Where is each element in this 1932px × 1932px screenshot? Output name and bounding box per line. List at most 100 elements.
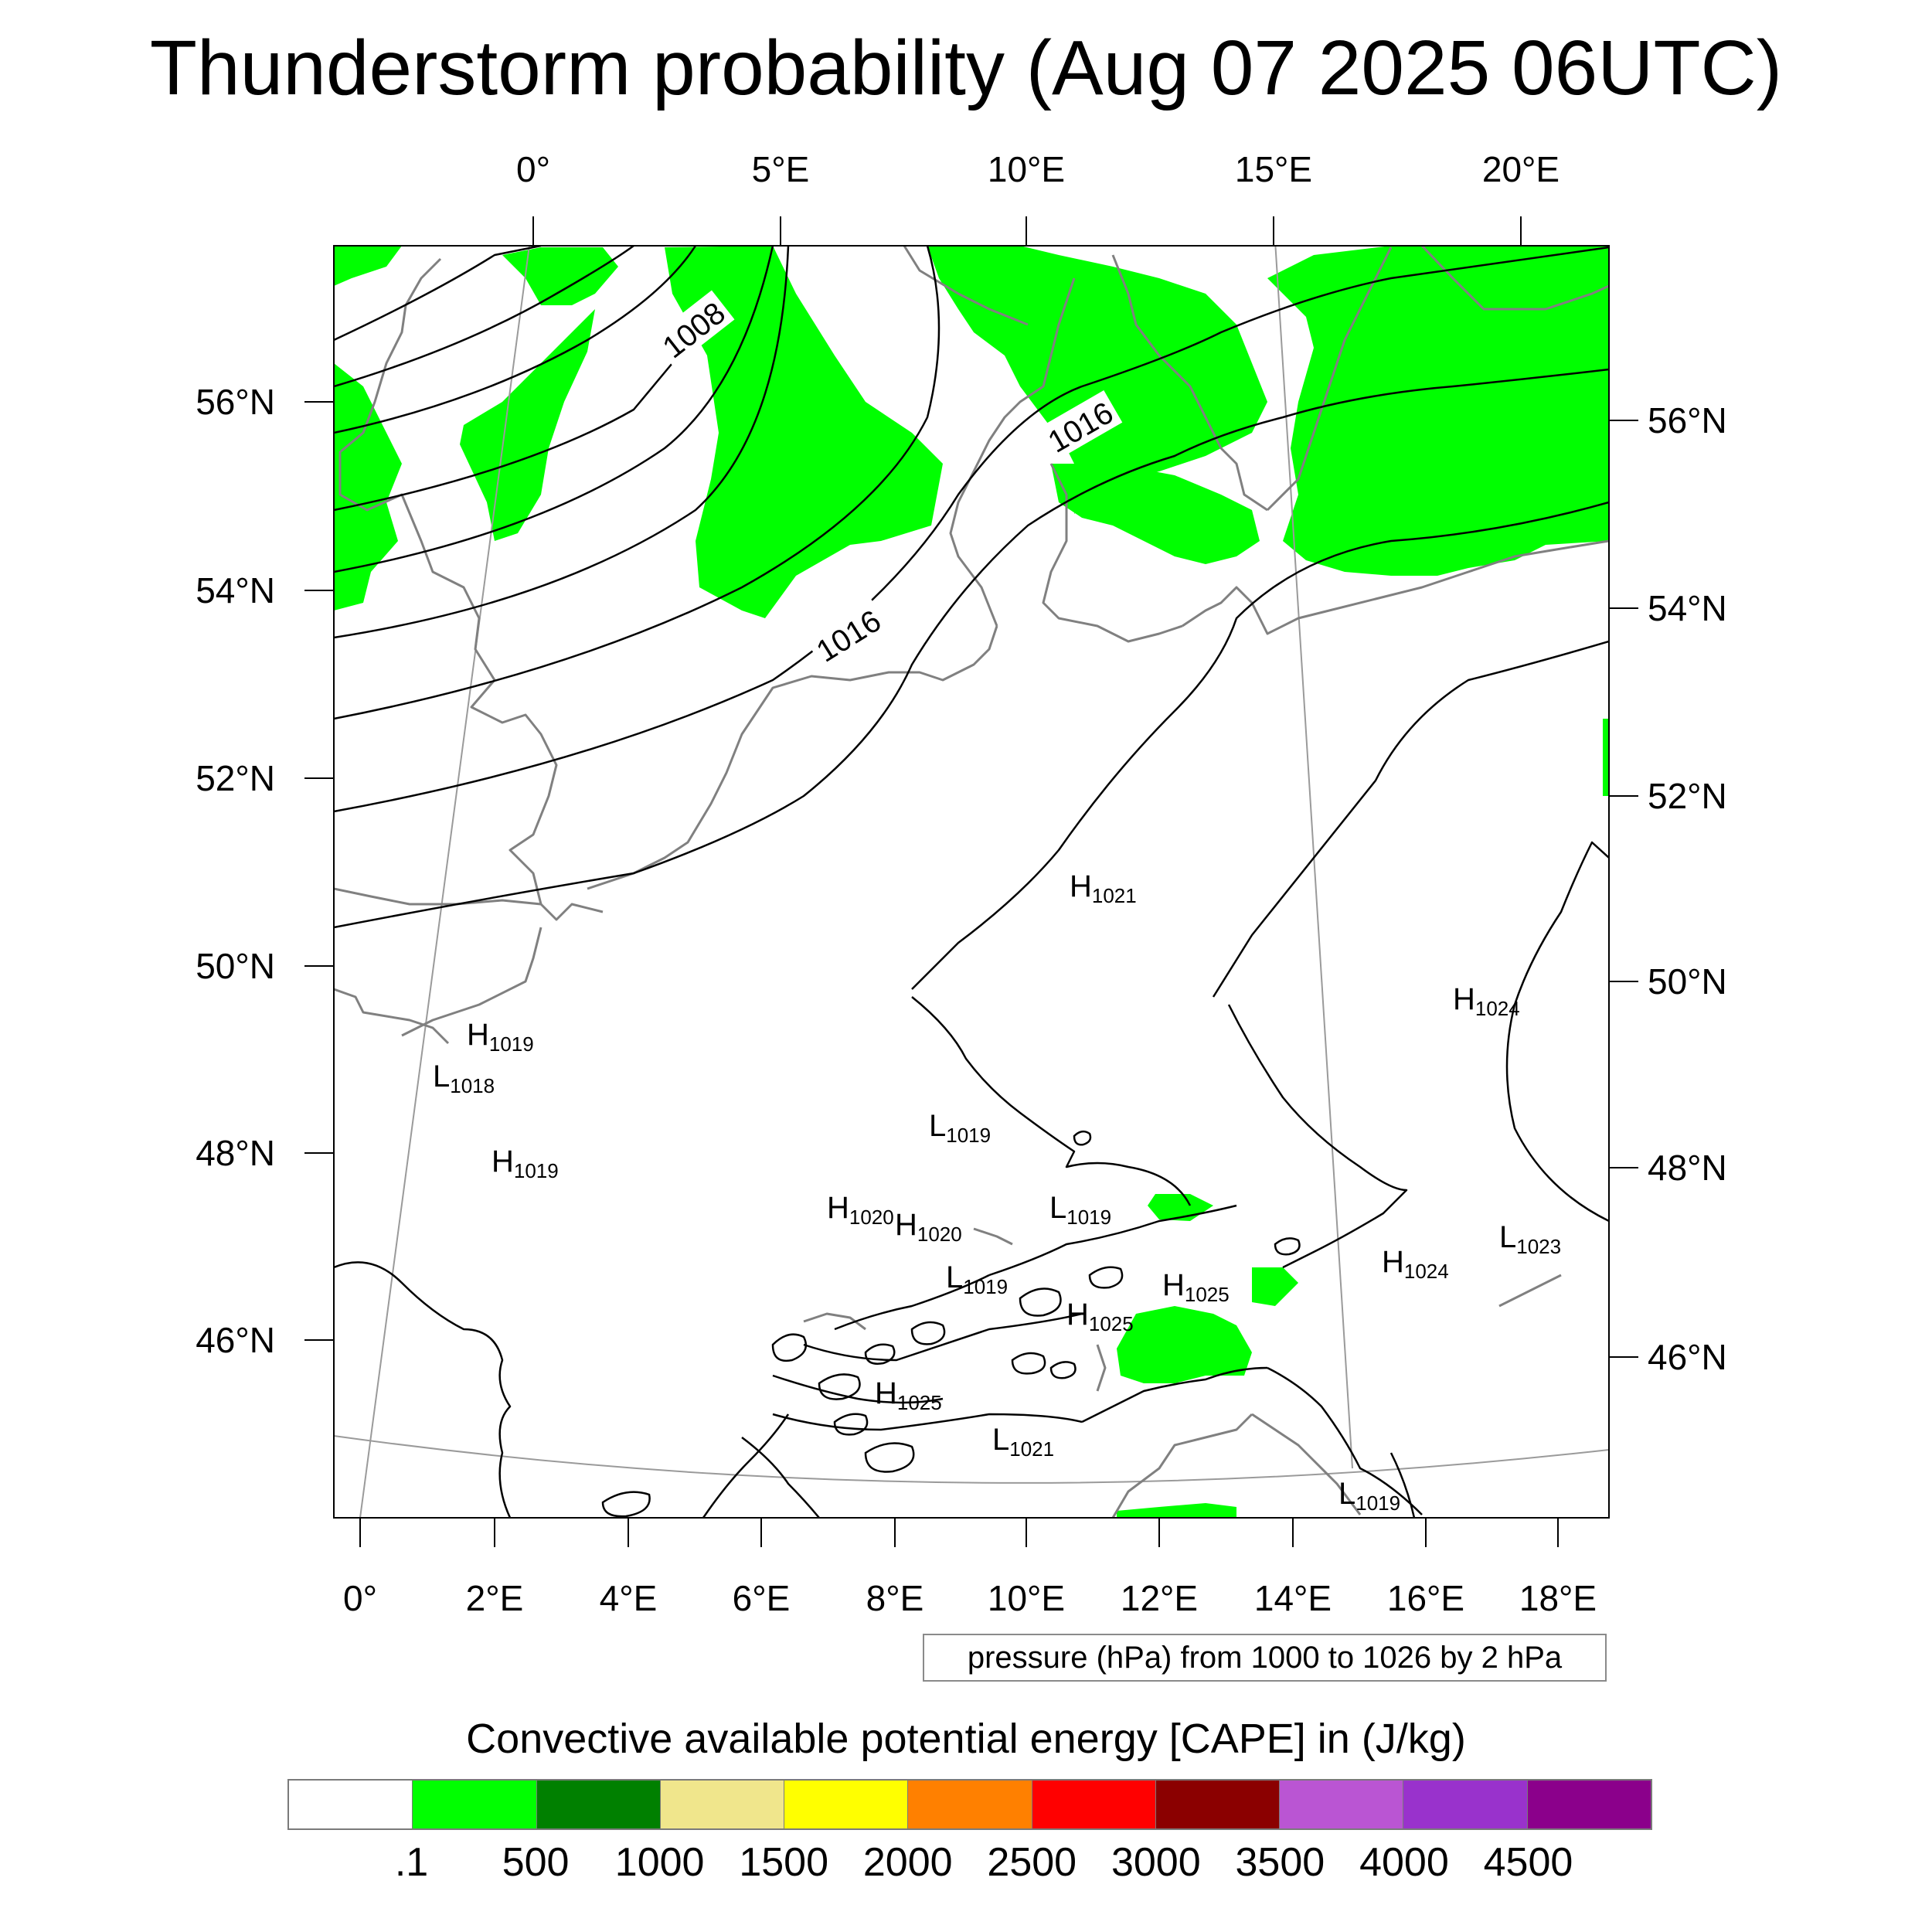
colorbar-label: 2000 xyxy=(862,1840,953,1885)
coast-uk-west xyxy=(334,988,450,1045)
cape-area-east-edge xyxy=(1603,719,1609,796)
pressure-center: H1019 xyxy=(467,1018,534,1056)
isobar-adriatic xyxy=(1267,1366,1423,1515)
isobar-france-se xyxy=(702,1413,790,1518)
pressure-center: L1023 xyxy=(1499,1220,1561,1258)
coast-adriatic-east xyxy=(1251,1413,1362,1515)
top-ticks xyxy=(532,216,1522,246)
colorbar-label: 4000 xyxy=(1359,1840,1449,1885)
cape-shading xyxy=(334,246,1609,1518)
top-lon-labels: 0° 5°E 10°E 15°E 20°E xyxy=(516,149,1560,189)
bottom-lon-label: 4°E xyxy=(600,1578,658,1618)
plot-frame xyxy=(333,245,1610,1519)
left-lat-label: 54°N xyxy=(196,570,275,611)
coast-uk-south xyxy=(334,887,604,921)
isobar-balkan xyxy=(1389,1452,1416,1518)
pressure-center: H1025 xyxy=(1066,1298,1134,1335)
loop-8 xyxy=(1049,1361,1077,1379)
isobar-east-1 xyxy=(1212,640,1609,998)
pressure-center: H1025 xyxy=(875,1376,942,1414)
top-lon-label: 5°E xyxy=(752,149,810,189)
bottom-lon-labels: 0° 2°E 4°E 6°E 8°E 10°E 12°E 14°E 16°E 1… xyxy=(343,1578,1597,1618)
colorbar-label: 500 xyxy=(502,1840,570,1885)
isobar-1008 xyxy=(334,246,790,639)
top-lon-label: 20°E xyxy=(1482,149,1560,189)
loop-2 xyxy=(818,1373,861,1400)
coast-france-channel xyxy=(401,927,543,1037)
isobar-north-4 xyxy=(334,362,673,512)
isobar-alps-6 xyxy=(741,1437,820,1518)
colorbar-swatch xyxy=(413,1781,537,1828)
left-lat-label: 56°N xyxy=(196,382,275,422)
bottom-lon-label: 6°E xyxy=(733,1578,791,1618)
left-lat-labels: 56°N 54°N 52°N 50°N 48°N 46°N xyxy=(196,382,275,1360)
isobar-h1021 xyxy=(911,996,1192,1206)
colorbar-labels: .1 500 1000 1500 2000 2500 3000 3500 4000 4500 xyxy=(0,1838,1932,1892)
pressure-center: H1020 xyxy=(895,1208,962,1246)
right-lat-label: 54°N xyxy=(1648,588,1727,628)
colorbar-swatch xyxy=(1155,1781,1281,1828)
colorbar-swatch xyxy=(289,1781,413,1828)
isobar-alps-4 xyxy=(772,1374,944,1404)
colorbar-label: 3500 xyxy=(1235,1840,1325,1885)
loop-7 xyxy=(1011,1352,1046,1375)
isobar-east-2 xyxy=(1505,841,1609,1223)
top-lon-label: 10°E xyxy=(988,149,1065,189)
isobar-alps-3 xyxy=(803,1312,1083,1362)
lake-balaton xyxy=(1498,1274,1562,1308)
isobar-h1024 xyxy=(1227,1004,1408,1269)
pressure-center: L1019 xyxy=(946,1260,1008,1298)
pressure-center: H1021 xyxy=(1070,869,1137,907)
pressure-center: L1019 xyxy=(929,1109,991,1147)
isobar-1016 xyxy=(334,368,1609,929)
cape-area-baltic-east xyxy=(1267,246,1609,576)
left-ticks xyxy=(304,401,334,1341)
cape-area-north-sea-west xyxy=(460,309,595,541)
isobar-north-5 xyxy=(334,246,774,573)
chart-title: Thunderstorm probability (Aug 07 2025 06… xyxy=(149,25,1783,111)
left-lat-label: 48°N xyxy=(196,1133,275,1173)
right-lat-label: 48°N xyxy=(1648,1148,1727,1188)
loop-13 xyxy=(1073,1130,1092,1146)
colorbar-swatch xyxy=(784,1781,909,1828)
graticule xyxy=(334,246,1609,1518)
colorbar-label: 3000 xyxy=(1111,1840,1201,1885)
pressure-center: H1024 xyxy=(1382,1245,1449,1283)
colorbar-swatch xyxy=(1527,1781,1651,1828)
isobar-po-valley xyxy=(1081,1366,1268,1423)
coast-baltic-east xyxy=(1420,246,1609,311)
loop-6 xyxy=(1088,1266,1124,1289)
bottom-lon-label: 16°E xyxy=(1387,1578,1464,1618)
loop-5 xyxy=(1019,1287,1062,1317)
isobar-mid-3 xyxy=(911,501,1609,990)
coast-adriatic-west xyxy=(1111,1413,1253,1518)
isobar-alps-5 xyxy=(772,1413,1083,1431)
coast-sweden-west xyxy=(1111,254,1268,512)
loop-11 xyxy=(833,1413,869,1436)
colorbar-label: 1500 xyxy=(739,1840,829,1885)
pressure-center: H1020 xyxy=(827,1191,894,1229)
cape-area-uk-east xyxy=(334,363,402,611)
colorbar-swatch xyxy=(1403,1781,1528,1828)
legend-title: Convective available potential energy [C… xyxy=(466,1716,1466,1762)
lake-geneva xyxy=(803,1312,866,1331)
right-lat-label: 46°N xyxy=(1648,1337,1727,1377)
parallel-45n xyxy=(334,1435,1609,1484)
right-ticks xyxy=(1609,420,1638,1358)
isobar-mid-1 xyxy=(334,246,940,720)
cape-area-alps-east xyxy=(1252,1267,1298,1306)
pressure-center: L1018 xyxy=(433,1060,495,1097)
loop-4 xyxy=(910,1321,946,1345)
loop-9 xyxy=(1274,1237,1301,1256)
coast-norway xyxy=(903,246,1029,326)
bottom-lon-label: 0° xyxy=(343,1578,377,1618)
cape-area-uk-north xyxy=(334,246,402,286)
cape-area-north-sea-strip xyxy=(502,247,618,305)
right-lat-labels: 56°N 54°N 52°N 50°N 48°N 46°N xyxy=(1648,400,1727,1377)
bottom-lon-label: 12°E xyxy=(1121,1578,1198,1618)
coast-uk-east xyxy=(338,257,558,905)
cape-area-denmark-baltic xyxy=(1051,464,1260,564)
loop-3 xyxy=(864,1343,896,1365)
top-lon-label: 0° xyxy=(516,149,550,189)
cape-area-north-italy xyxy=(1117,1306,1252,1383)
